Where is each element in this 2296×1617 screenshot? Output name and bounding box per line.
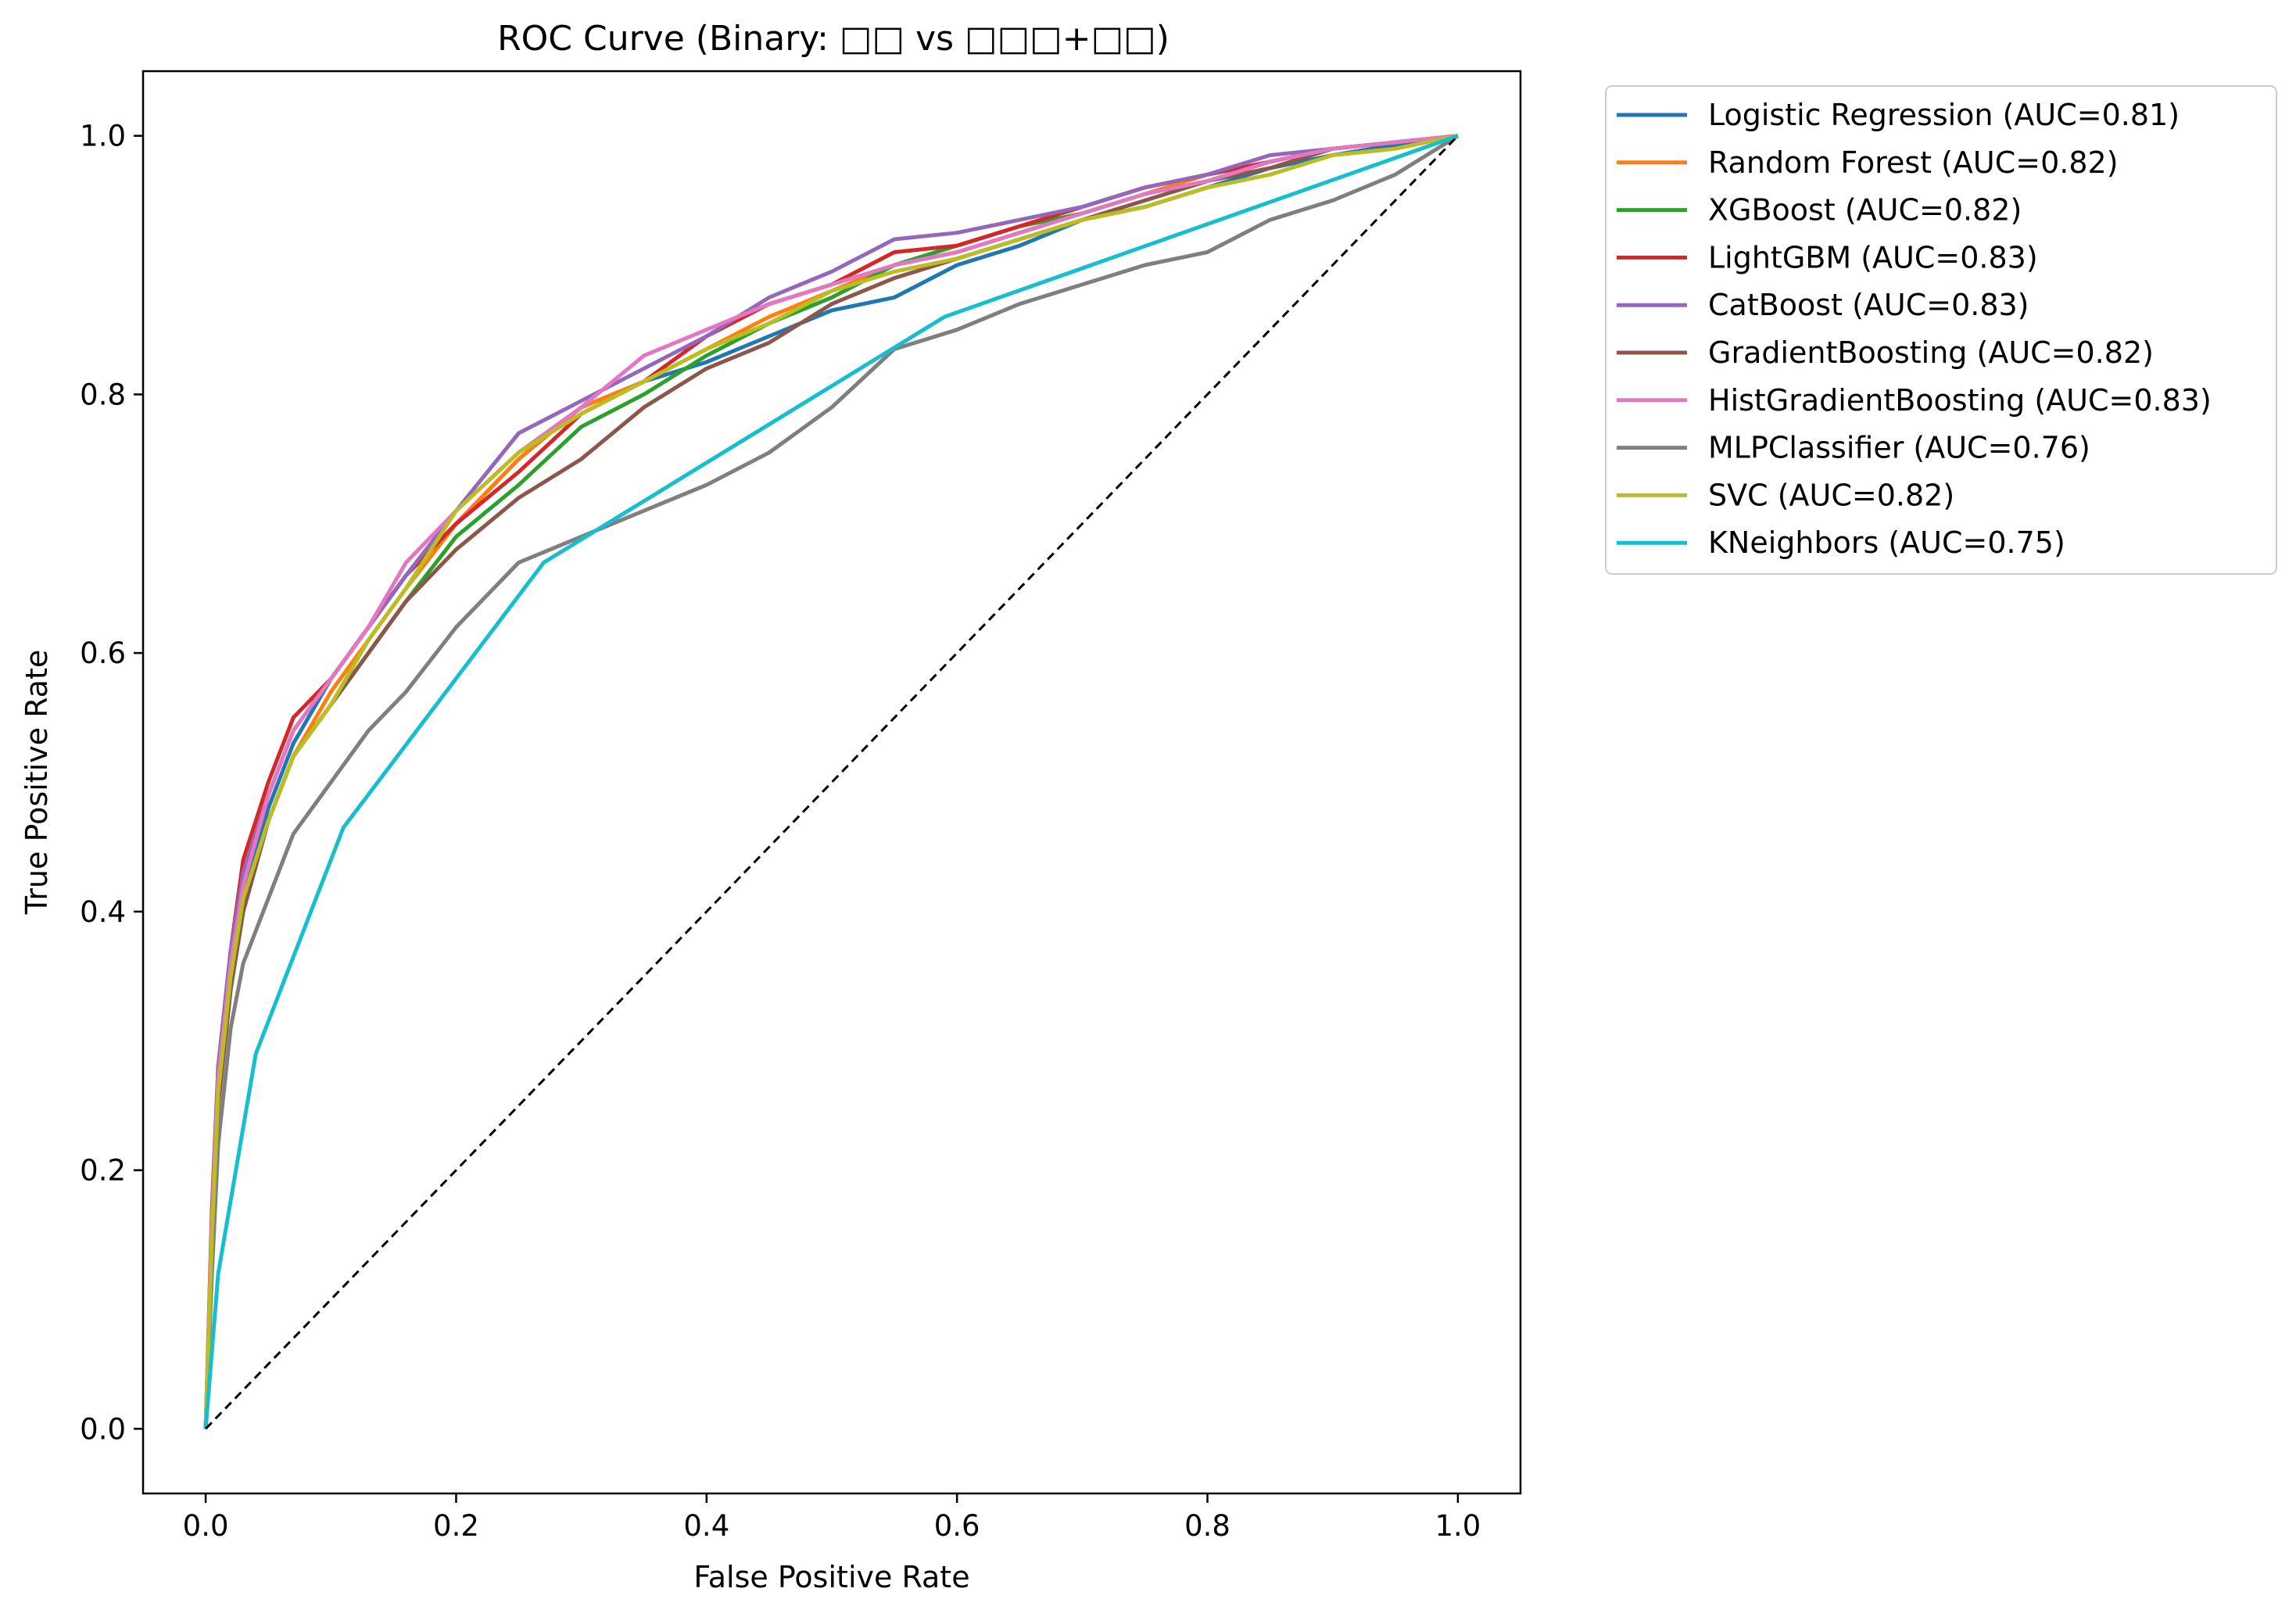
legend-label: KNeighbors (AUC=0.75) [1708, 525, 2065, 560]
y-tick-label: 0.8 [80, 378, 126, 411]
roc-line-7 [203, 134, 1460, 1429]
y-tick-label: 0.4 [80, 895, 126, 929]
legend-label: XGBoost (AUC=0.82) [1708, 193, 2022, 228]
y-tick-label: 0.6 [80, 636, 126, 670]
x-tick-label: 0.0 [183, 1509, 229, 1543]
roc-line-5 [203, 134, 1459, 1429]
legend-label: Logistic Regression (AUC=0.81) [1708, 98, 2180, 132]
x-tick-label: 0.2 [433, 1509, 479, 1543]
x-tick-label: 1.0 [1435, 1509, 1481, 1543]
plot-content [203, 134, 1460, 1430]
y-tick-label: 0.0 [80, 1412, 126, 1446]
legend-label: GradientBoosting (AUC=0.82) [1708, 335, 2154, 370]
roc-line-4 [203, 134, 1459, 1429]
legend-box [1605, 85, 2277, 575]
chart-title: ROC Curve (Binary: □□ vs □□□+□□) [497, 19, 1169, 59]
x-tick-label: 0.6 [934, 1509, 980, 1543]
axis-ticks: 0.0 0.2 0.4 0.6 0.8 1.0 0.0 0.2 0.4 0.6 0.8 1.0 [80, 120, 1481, 1543]
legend-label: Random Forest (AUC=0.82) [1708, 145, 2119, 180]
legend-label: MLPClassifier (AUC=0.76) [1708, 431, 2090, 465]
axes-frame [141, 70, 1522, 1495]
roc-line-6 [203, 134, 1459, 1429]
x-axis-label: False Positive Rate [693, 1560, 969, 1594]
legend-label: SVC (AUC=0.82) [1708, 478, 1954, 512]
legend-items: Logistic Regression (AUC=0.81) Random For… [1617, 98, 2212, 560]
y-tick-label: 0.2 [80, 1154, 126, 1188]
x-tick-label: 0.8 [1184, 1509, 1230, 1543]
roc-line-9 [203, 134, 1459, 1429]
legend-label: CatBoost (AUC=0.83) [1708, 288, 2029, 322]
roc-line-8 [203, 134, 1459, 1429]
legend-label: LightGBM (AUC=0.83) [1708, 240, 2038, 274]
y-tick-label: 1.0 [80, 120, 126, 153]
x-tick-label: 0.4 [683, 1509, 729, 1543]
legend: Logistic Regression (AUC=0.81) Random For… [1605, 85, 2277, 575]
chance-diagonal-line [205, 134, 1459, 1430]
legend-label: HistGradientBoosting (AUC=0.83) [1708, 383, 2212, 418]
y-axis-label: True Positive Rate [20, 650, 54, 916]
